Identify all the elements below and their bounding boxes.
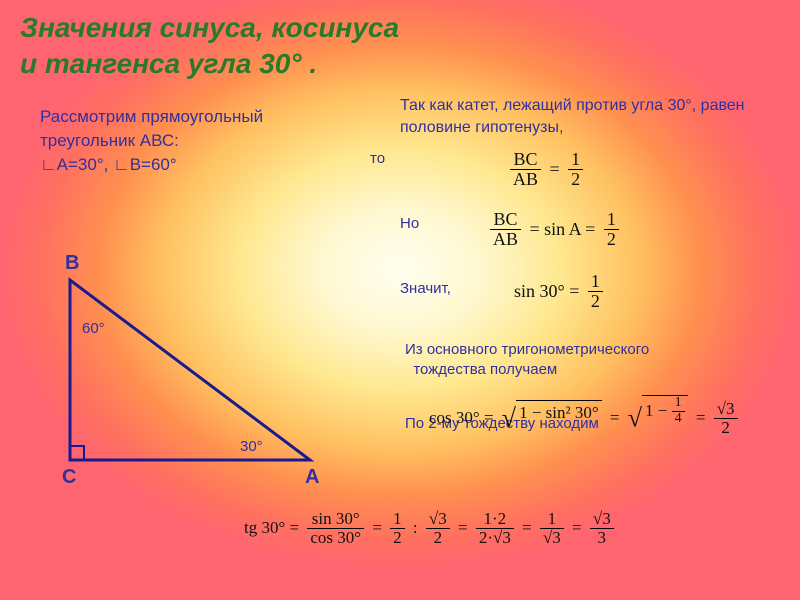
consider-l2: треугольник АВС: — [40, 131, 179, 150]
note-no: Но — [400, 215, 419, 232]
eq5-dn: 1·2 — [476, 510, 514, 529]
eq2: BCAB = sin A = 12 — [490, 210, 619, 249]
eq4-under: 1 − sin² 30° — [519, 403, 599, 422]
sqrt-icon: √ — [502, 403, 516, 432]
eq3-rn: 1 — [588, 272, 603, 292]
page-title: Значения синуса, косинуса и тангенса угл… — [20, 10, 399, 83]
osnov-l1: Из основного тригонометрического — [405, 341, 649, 358]
eq4-m2d: 4 — [672, 412, 685, 427]
eq4-eq2: = — [692, 408, 710, 427]
consider-l3: ∟A=30°, ∟B=60° — [40, 155, 177, 174]
vertex-A-label: A — [305, 466, 319, 489]
eq1-rd: 2 — [568, 170, 583, 189]
eq1-eq: = — [546, 159, 564, 179]
right-angle-icon — [70, 446, 84, 460]
eq4-rn: √3 — [714, 400, 738, 419]
eq5-ed: √3 — [540, 529, 564, 547]
eq3-rd: 2 — [588, 292, 603, 311]
eq4: cos 30° = √1 − sin² 30° = √1 − 14 = √32 — [425, 400, 738, 437]
eq5-bd: 2 — [390, 529, 405, 547]
katet-note: Так как катет, лежащий против угла 30°, … — [400, 95, 780, 138]
eq5-dd: 2·√3 — [476, 529, 514, 547]
eq1: BCAB = 12 — [510, 150, 583, 189]
triangle-poly — [70, 280, 310, 460]
eq4-eq1: = — [606, 408, 624, 427]
eq5-an: sin 30° — [307, 510, 364, 529]
eq5: tg 30° = sin 30°cos 30° = 12 : √32 = 1·2… — [240, 510, 614, 547]
eq5-colon: : — [409, 518, 422, 537]
eq2-rn: 1 — [604, 210, 619, 230]
vertex-C-label: C — [62, 466, 76, 489]
eq4-left: cos 30° = — [425, 408, 498, 427]
osnov-l2: тождества получаем — [413, 361, 557, 378]
eq2-den: AB — [490, 230, 521, 249]
eq5-bn: 1 — [390, 510, 405, 529]
eq5-e4: = — [568, 518, 586, 537]
note-osnov: Из основного тригонометрического тождест… — [405, 340, 649, 381]
note-to: то — [370, 150, 385, 167]
eq5-cd: 2 — [426, 529, 450, 547]
title-line1: Значения синуса, косинуса — [20, 12, 399, 43]
eq5-e3: = — [518, 518, 536, 537]
triangle-figure — [30, 240, 350, 500]
vertex-B-label: B — [65, 252, 79, 275]
eq5-e1: = — [368, 518, 386, 537]
eq1-num: BC — [510, 150, 541, 170]
eq5-fn: √3 — [590, 510, 614, 529]
eq1-den: AB — [510, 170, 541, 189]
consider-block: Рассмотрим прямоугольный треугольник АВС… — [40, 105, 263, 176]
eq4-m2n: 1 — [672, 396, 685, 412]
eq5-e2: = — [454, 518, 472, 537]
eq3-left: sin 30° = — [510, 281, 583, 301]
eq2-mid: = sin A = — [526, 219, 600, 239]
eq3: sin 30° = 12 — [510, 272, 603, 311]
consider-l1: Рассмотрим прямоугольный — [40, 107, 263, 126]
eq2-num: BC — [490, 210, 521, 230]
angle-A-label: 30° — [240, 438, 263, 455]
eq5-ad: cos 30° — [307, 529, 364, 547]
eq2-rd: 2 — [604, 230, 619, 249]
angle-B-label: 60° — [82, 320, 105, 337]
sqrt-icon-2: √ — [628, 403, 642, 432]
title-line2: и тангенса угла 30° . — [20, 48, 317, 79]
eq5-fd: 3 — [590, 529, 614, 547]
eq5-cn: √3 — [426, 510, 450, 529]
eq1-rn: 1 — [568, 150, 583, 170]
eq4-rd: 2 — [714, 419, 738, 437]
note-znachit: Значит, — [400, 280, 451, 297]
eq5-en: 1 — [540, 510, 564, 529]
eq5-left: tg 30° = — [240, 518, 303, 537]
